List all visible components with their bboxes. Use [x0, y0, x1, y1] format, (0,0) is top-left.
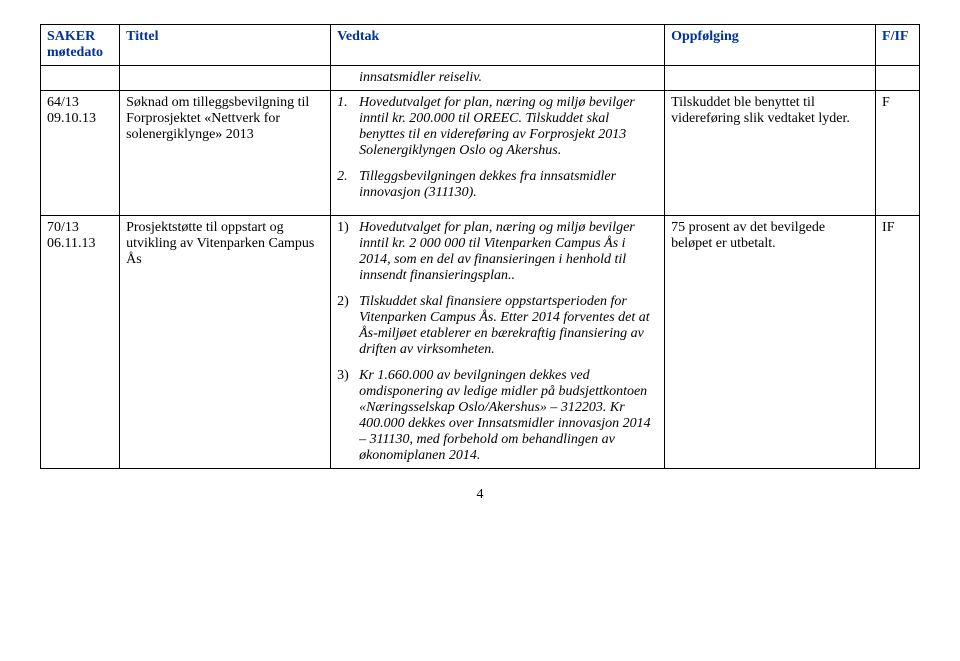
vedtak-text: Hovedutvalget for plan, næring og miljø …: [359, 220, 658, 284]
vedtak-number: 2): [337, 294, 359, 358]
cell-saker: 64/13 09.10.13: [41, 91, 120, 216]
cell-oppf: 75 prosent av det bevilgede beløpet er u…: [665, 216, 876, 469]
vedtak-number: 1.: [337, 95, 359, 159]
cell-fif: F: [876, 91, 920, 216]
vedtak-pre-text: innsatsmidler reiseliv.: [359, 70, 482, 85]
table-header-row: SAKER møtedato Tittel Vedtak Oppfølging …: [41, 25, 920, 66]
saker-table: SAKER møtedato Tittel Vedtak Oppfølging …: [40, 24, 920, 469]
vedtak-item: 1) Hovedutvalget for plan, næring og mil…: [337, 220, 658, 284]
vedtak-number: 3): [337, 368, 359, 464]
vedtak-item: 3) Kr 1.660.000 av bevilgningen dekkes v…: [337, 368, 658, 464]
table-row: 70/13 06.11.13 Prosjektstøtte til oppsta…: [41, 216, 920, 469]
vedtak-number: 2.: [337, 169, 359, 201]
cell-vedtak: 1) Hovedutvalget for plan, næring og mil…: [331, 216, 665, 469]
vedtak-item: 1. Hovedutvalget for plan, næring og mil…: [337, 95, 658, 159]
vedtak-text: Hovedutvalget for plan, næring og miljø …: [359, 95, 658, 159]
table-row: 64/13 09.10.13 Søknad om tilleggsbevilgn…: [41, 91, 920, 216]
vedtak-number: 1): [337, 220, 359, 284]
th-tittel: Tittel: [120, 25, 331, 66]
th-saker: SAKER møtedato: [41, 25, 120, 66]
vedtak-text: Tilleggsbevilgningen dekkes fra innsatsm…: [359, 169, 658, 201]
cell-oppf: [665, 66, 876, 91]
vedtak-text: Tilskuddet skal finansiere oppstartsperi…: [359, 294, 658, 358]
cell-tittel: Søknad om tilleggsbevilgning til Forpros…: [120, 91, 331, 216]
vedtak-item: 2. Tilleggsbevilgningen dekkes fra innsa…: [337, 169, 658, 201]
th-vedtak: Vedtak: [331, 25, 665, 66]
th-oppf: Oppfølging: [665, 25, 876, 66]
th-fif: F/IF: [876, 25, 920, 66]
cell-saker: 70/13 06.11.13: [41, 216, 120, 469]
table-row: innsatsmidler reiseliv.: [41, 66, 920, 91]
th-saker-line1: SAKER møtedato: [47, 29, 103, 60]
cell-fif: [876, 66, 920, 91]
cell-tittel: Prosjektstøtte til oppstart og utvikling…: [120, 216, 331, 469]
cell-oppf: Tilskuddet ble benyttet til videreføring…: [665, 91, 876, 216]
cell-saker: [41, 66, 120, 91]
cell-vedtak: innsatsmidler reiseliv.: [331, 66, 665, 91]
cell-tittel: [120, 66, 331, 91]
cell-fif: IF: [876, 216, 920, 469]
cell-vedtak: 1. Hovedutvalget for plan, næring og mil…: [331, 91, 665, 216]
vedtak-item: 2) Tilskuddet skal finansiere oppstartsp…: [337, 294, 658, 358]
vedtak-text: Kr 1.660.000 av bevilgningen dekkes ved …: [359, 368, 658, 464]
page-number: 4: [40, 487, 920, 503]
